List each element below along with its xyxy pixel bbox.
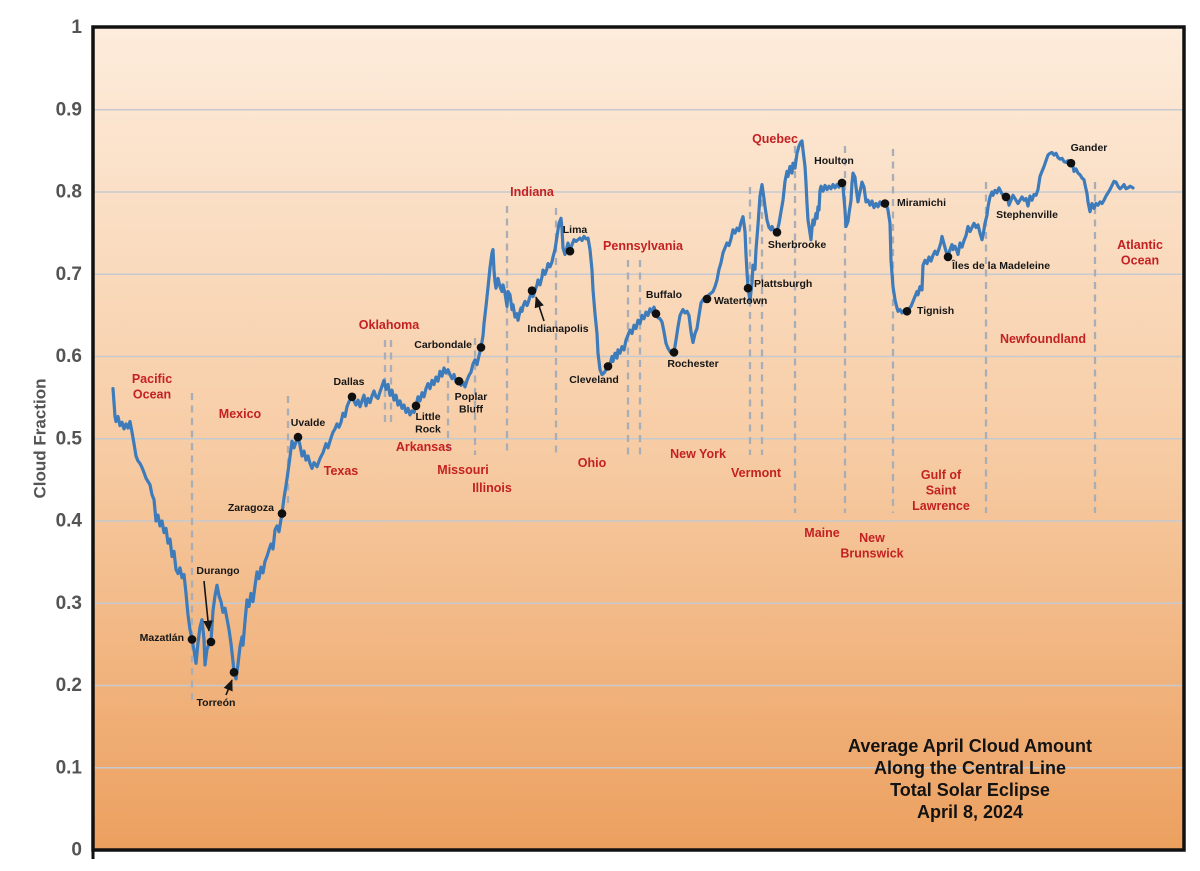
y-tick-label-0: 0 xyxy=(71,840,82,861)
city-label-poplar-bluff: Poplar Bluff xyxy=(455,391,488,416)
cloud-fraction-line xyxy=(111,139,1135,681)
y-tick-label-0.9: 0.9 xyxy=(56,99,82,120)
y-tick-label-0.2: 0.2 xyxy=(56,675,82,696)
city-dots xyxy=(187,158,1076,677)
y-tick-label-0.5: 0.5 xyxy=(56,428,83,449)
city-label-uvalde: Uvalde xyxy=(291,417,326,429)
city-dot-tignish xyxy=(902,306,912,316)
region-label-new-brunswick: New Brunswick xyxy=(840,531,903,561)
region-label-vermont: Vermont xyxy=(731,466,782,480)
chart-title-line-3: Total Solar Eclipse xyxy=(890,780,1050,800)
city-label-dallas: Dallas xyxy=(334,376,365,388)
plot-frame xyxy=(91,25,1186,852)
region-label-maine: Maine xyxy=(804,526,839,540)
city-label-sherbrooke: Sherbrooke xyxy=(768,239,827,251)
y-axis-title: Cloud Fraction xyxy=(31,379,50,499)
city-dot-poplar-bluff xyxy=(454,376,464,386)
city-dot-torreon xyxy=(229,668,239,677)
city-dot-buffalo xyxy=(651,309,661,319)
city-label-durango: Durango xyxy=(196,565,239,577)
region-label-oklahoma: Oklahoma xyxy=(359,318,420,332)
city-label-gander: Gander xyxy=(1071,142,1108,154)
city-dot-indianapolis xyxy=(527,286,537,296)
city-dot-dallas xyxy=(347,392,357,402)
city-dot-sherbrooke xyxy=(772,228,782,237)
city-label-tignish: Tignish xyxy=(917,305,954,317)
city-dot-uvalde xyxy=(293,432,303,442)
region-label-missouri: Missouri xyxy=(437,463,488,477)
region-label-illinois: Illinois xyxy=(472,481,512,495)
y-tick-label-0.1: 0.1 xyxy=(56,757,83,778)
city-label-carbondale: Carbondale xyxy=(414,339,472,351)
city-dot-lima xyxy=(565,246,575,256)
city-label-cleveland: Cleveland xyxy=(569,374,619,386)
city-dot-watertown xyxy=(702,294,712,304)
city-dot-plattsburgh xyxy=(743,283,753,293)
city-label-lima: Lima xyxy=(563,224,588,236)
y-tick-label-0.4: 0.4 xyxy=(56,511,83,532)
chart-title-line-1: Average April Cloud Amount xyxy=(848,736,1092,756)
y-tick-label-0.6: 0.6 xyxy=(56,346,82,367)
city-label-plattsburgh: Plattsburgh xyxy=(754,278,812,290)
city-dot-little-rock xyxy=(411,401,421,411)
chart-title-line-4: April 8, 2024 xyxy=(917,802,1023,822)
city-dot-rochester xyxy=(669,348,679,357)
city-label-rochester: Rochester xyxy=(667,358,718,370)
region-label-mexico: Mexico xyxy=(219,407,262,421)
city-arrow-durango xyxy=(203,580,213,632)
city-arrow-torreon xyxy=(223,679,233,696)
city-labels: Mazatlán Durango Torreón Zaragoza Uvalde Dall… xyxy=(140,142,1108,709)
region-label-quebec: Quebec xyxy=(752,132,798,146)
city-dot-houlton xyxy=(837,178,847,188)
city-label-mazatlan: Mazatlán xyxy=(140,632,184,644)
city-label-buffalo: Buffalo xyxy=(646,289,682,301)
city-dot-gander xyxy=(1066,158,1076,168)
region-label-arkansas: Arkansas xyxy=(396,440,452,454)
region-label-new-york: New York xyxy=(670,447,726,461)
city-dot-stephenville xyxy=(1001,192,1011,202)
city-label-little-rock: Little Rock xyxy=(415,411,441,436)
region-label-pacific-ocean: Pacific Ocean xyxy=(132,372,172,402)
city-dot-zaragoza xyxy=(277,509,287,518)
city-dot-cleveland xyxy=(603,362,613,371)
region-label-newfoundland: Newfoundland xyxy=(1000,332,1086,346)
gridlines xyxy=(93,109,1184,769)
city-label-stephenville: Stephenville xyxy=(996,209,1058,221)
region-label-texas: Texas xyxy=(324,464,359,478)
city-dot-mazatlan xyxy=(187,635,197,644)
city-label-miramichi: Miramichi xyxy=(897,197,946,209)
region-label-pennsylvania: Pennsylvania xyxy=(603,239,684,253)
y-tick-label-0.7: 0.7 xyxy=(56,264,82,285)
city-label-zaragoza: Zaragoza xyxy=(228,502,274,514)
y-tick-label-0.8: 0.8 xyxy=(56,182,82,203)
region-label-gulf-of-saint-lawrence: Gulf of Saint Lawrence xyxy=(912,468,970,513)
city-dot-carbondale xyxy=(476,343,486,352)
city-dot-iles-de-la-madeleine xyxy=(943,252,953,262)
city-dot-durango xyxy=(206,637,216,647)
region-labels: Pacific Ocean Mexico Texas Oklahoma Arkansas M… xyxy=(132,132,1163,561)
city-dot-miramichi xyxy=(880,199,890,208)
y-tick-label-0.3: 0.3 xyxy=(56,593,82,614)
city-annotation-arrows xyxy=(203,296,545,696)
y-axis-tick-labels: 0 0.1 0.2 0.3 0.4 0.5 0.6 0.7 0.8 0.9 1 xyxy=(56,17,83,861)
chart-title-line-2: Along the Central Line xyxy=(874,758,1066,778)
city-arrow-indianapolis xyxy=(534,296,545,322)
y-tick-label-1: 1 xyxy=(71,17,82,38)
city-label-indianapolis: Indianapolis xyxy=(527,323,588,335)
region-label-indiana: Indiana xyxy=(510,185,555,199)
city-label-houlton: Houlton xyxy=(814,155,854,167)
city-label-watertown: Watertown xyxy=(714,295,767,307)
city-label-iles-de-la-madeleine: Îles de la Madeleine xyxy=(951,259,1050,272)
city-label-torreon: Torreón xyxy=(197,697,236,709)
region-label-atlantic-ocean: Atlantic Ocean xyxy=(1117,238,1163,268)
region-label-ohio: Ohio xyxy=(578,456,607,470)
